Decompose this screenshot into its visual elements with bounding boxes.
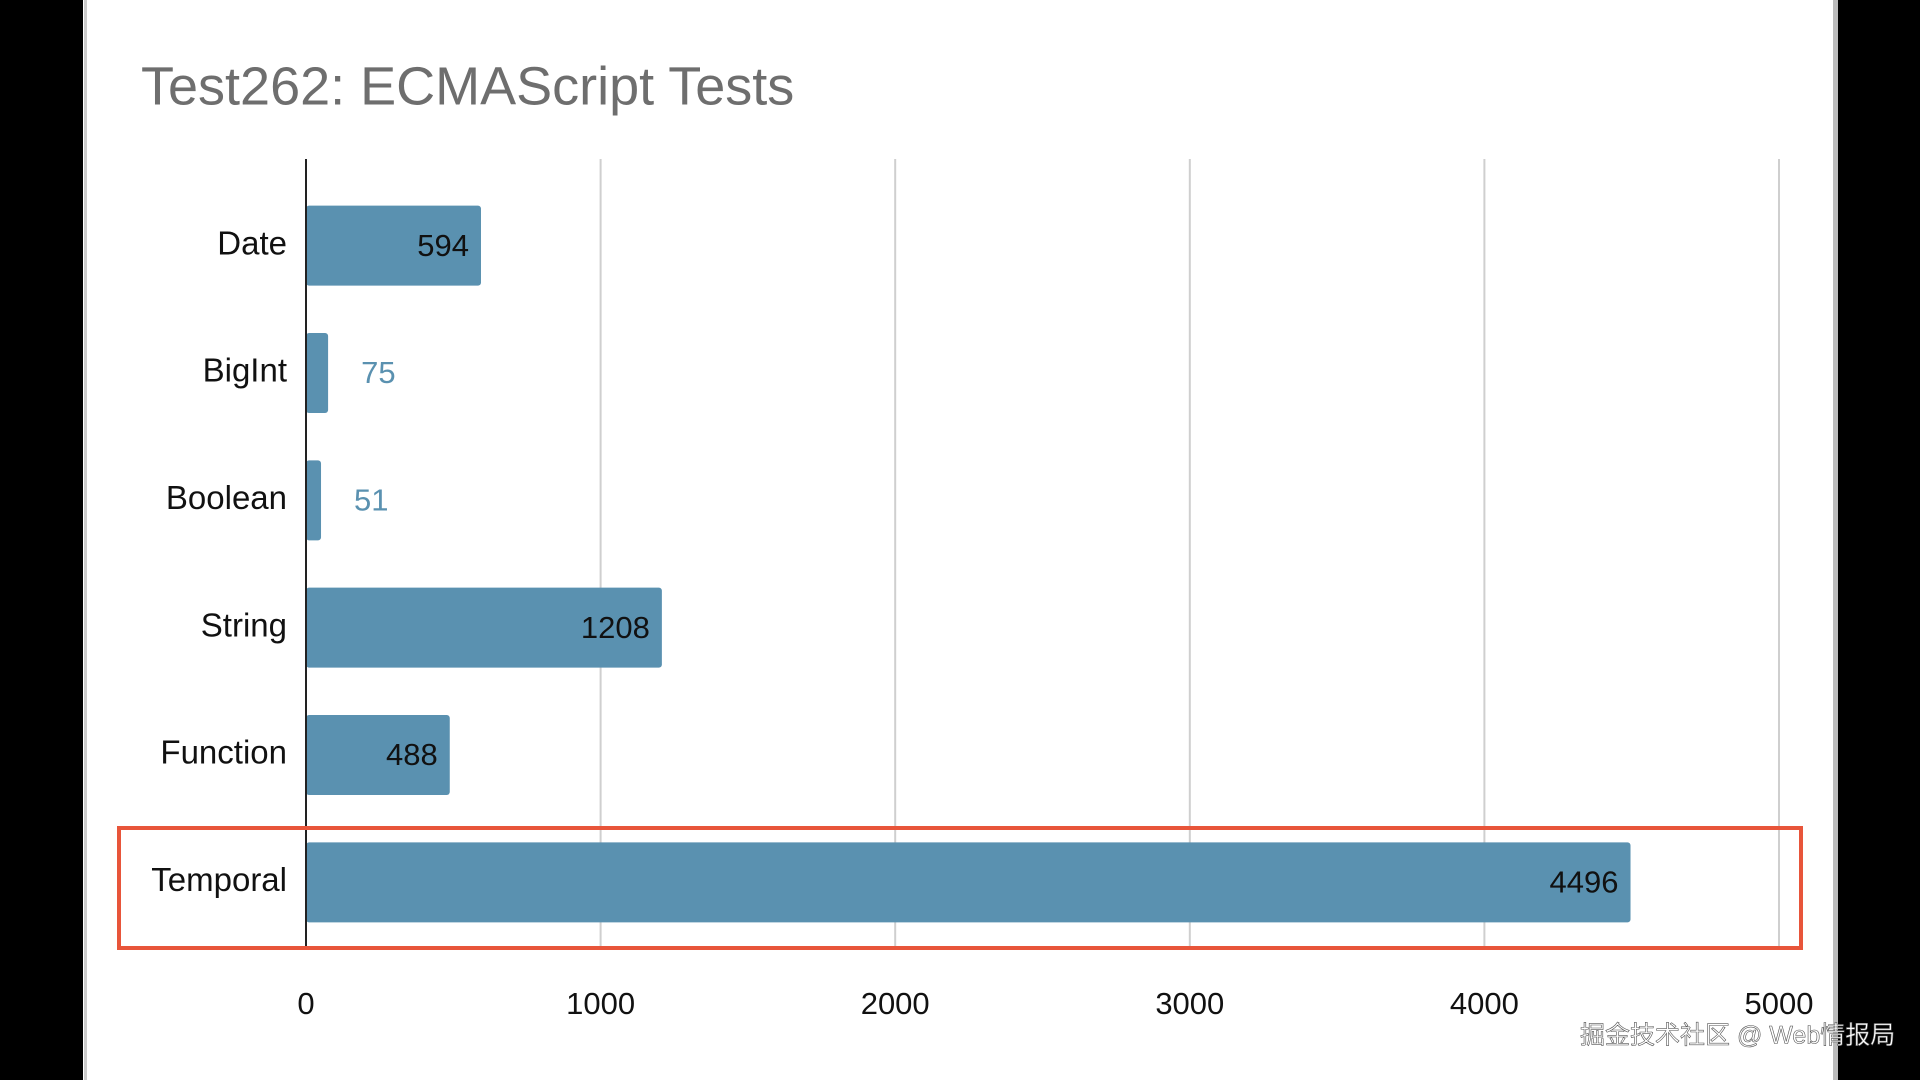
- y-tick-label: Function: [160, 734, 287, 771]
- x-tick-label: 4000: [1450, 986, 1519, 1021]
- bar: [306, 842, 1631, 923]
- y-tick-label: String: [201, 606, 287, 643]
- panel-edge: [84, 0, 87, 1080]
- x-tick-label: 2000: [861, 986, 930, 1021]
- bar: [306, 715, 450, 795]
- chart-title: Test262: ECMAScript Tests: [141, 56, 794, 116]
- x-tick-label: 1000: [566, 986, 635, 1021]
- data-label: 4496: [1550, 865, 1619, 900]
- y-tick-label: Temporal: [151, 861, 287, 898]
- data-label: 51: [354, 483, 388, 518]
- x-tick-label: 0: [297, 986, 314, 1021]
- y-tick-label: BigInt: [203, 352, 287, 389]
- data-label: 75: [361, 355, 395, 390]
- y-tick-label: Boolean: [166, 479, 287, 516]
- panel-edge: [1833, 0, 1838, 1080]
- highlight-box: [117, 826, 1803, 950]
- y-tick-label: Date: [217, 224, 287, 261]
- x-tick-label: 5000: [1745, 986, 1814, 1021]
- data-label: 594: [417, 228, 469, 263]
- bar: [306, 587, 662, 668]
- plot: 0 1000 2000 3000 4000 5000 Date 594 BigInt 75 Bool…: [151, 159, 1813, 1021]
- bar: [306, 205, 481, 286]
- data-label: 1208: [581, 610, 650, 645]
- x-tick-label: 3000: [1155, 986, 1224, 1021]
- bar: [306, 333, 329, 413]
- data-label: 488: [386, 737, 438, 772]
- watermark: 掘金技术社区 @ Web情报局: [1580, 1022, 1895, 1050]
- bar: [306, 460, 322, 541]
